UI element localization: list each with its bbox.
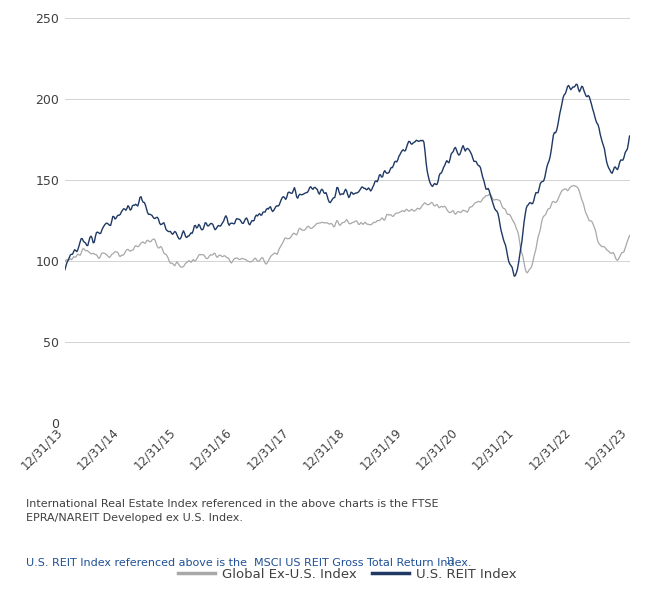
Text: International Real Estate Index referenced in the above charts is the FTSE
EPRA/: International Real Estate Index referenc… xyxy=(26,499,439,524)
Text: U.S. REIT Index referenced above is the  MSCI US REIT Gross Total Return Index.: U.S. REIT Index referenced above is the … xyxy=(26,558,471,569)
Legend: Global Ex-U.S. Index, U.S. REIT Index: Global Ex-U.S. Index, U.S. REIT Index xyxy=(173,563,522,586)
Text: 11: 11 xyxy=(445,557,455,566)
